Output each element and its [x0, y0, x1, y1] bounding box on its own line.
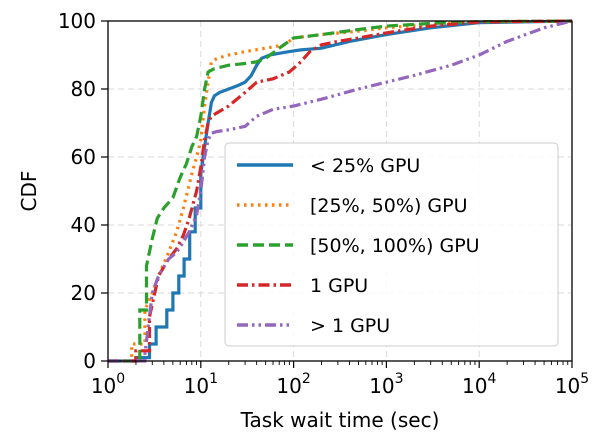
x-tick-label: 103	[369, 371, 403, 398]
series-line-2	[108, 19, 573, 363]
legend-box	[224, 142, 559, 347]
y-tick-label: 40	[71, 213, 96, 237]
series-line-4	[108, 19, 573, 363]
y-axis-ticks: 0 20 40 60 80 100	[58, 9, 108, 373]
y-tick-label: 100	[58, 9, 96, 33]
plot-frame	[107, 20, 573, 362]
legend-label: < 25% GPU	[310, 155, 420, 177]
x-axis-ticks: 100 101 102 103 104 105	[91, 361, 589, 398]
legend-label: [50%, 100%) GPU	[310, 235, 480, 257]
x-tick-label: 101	[184, 371, 218, 398]
x-tick-label: 100	[91, 371, 125, 398]
series-lines	[108, 19, 573, 363]
x-tick-label: 102	[276, 371, 310, 398]
legend-label: [25%, 50%) GPU	[310, 195, 468, 217]
legend: < 25% GPU [25%, 50%) GPU [50%, 100%) GPU 1 …	[224, 142, 559, 347]
y-tick-label: 80	[71, 77, 96, 101]
series-line-3	[108, 19, 573, 363]
x-axis-label: Task wait time (sec)	[240, 408, 440, 432]
legend-label: > 1 GPU	[310, 315, 390, 337]
y-tick-label: 20	[71, 281, 96, 305]
y-tick-label: 60	[71, 145, 96, 169]
x-tick-label: 105	[555, 371, 589, 398]
y-tick-label: 0	[83, 349, 96, 373]
legend-label: 1 GPU	[310, 275, 368, 297]
x-tick-label: 104	[462, 371, 496, 398]
y-axis-label: CDF	[17, 171, 41, 212]
